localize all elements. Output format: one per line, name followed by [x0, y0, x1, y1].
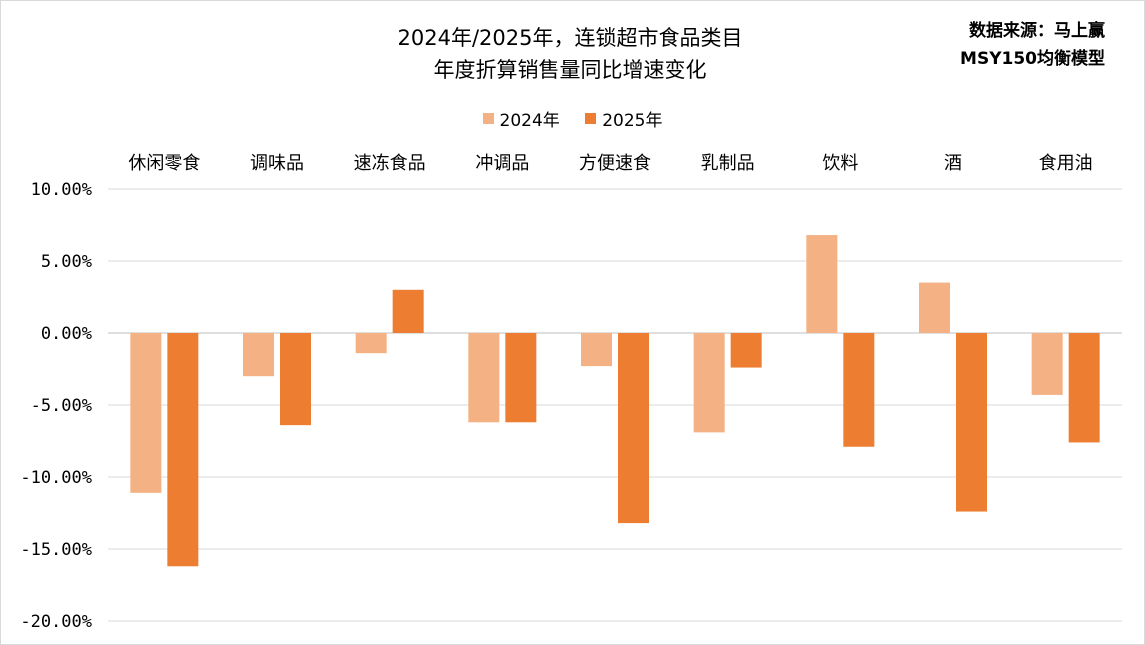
bar-2024	[806, 235, 838, 333]
bar-2025	[392, 289, 424, 333]
bar-2025	[280, 333, 311, 426]
bar-2024	[130, 333, 162, 493]
legend-label-2025: 2025年	[602, 111, 663, 131]
y-tick-label: -10.00%	[20, 468, 92, 488]
y-tick-label: -15.00%	[20, 540, 92, 560]
bar-2025	[618, 333, 649, 524]
bar-2024	[693, 333, 725, 433]
y-tick-label: 0.00%	[41, 324, 92, 344]
bar-2025	[843, 333, 875, 447]
bar-2024	[919, 282, 950, 333]
y-tick-label: 5.00%	[41, 252, 92, 272]
bar-2025	[505, 333, 537, 423]
y-tick-label: -5.00%	[31, 396, 92, 416]
legend-item-2024: 2024年	[482, 106, 560, 131]
legend-swatch-2025	[585, 113, 597, 124]
legend-item-2025: 2025年	[585, 106, 662, 131]
legend-label-2024: 2024年	[499, 111, 560, 131]
category-label: 乳制品	[701, 153, 755, 174]
source-note: 数据来源：马上赢	[969, 21, 1105, 41]
y-tick-label: -20.00%	[20, 612, 92, 632]
chart-title-line-2: 年度折算销售量同比增速变化	[433, 58, 707, 82]
legend-swatch-2024	[482, 113, 494, 124]
bar-2024	[581, 333, 612, 367]
category-label: 冲调品	[475, 153, 529, 174]
category-label: 饮料	[822, 153, 858, 174]
bar-2025	[956, 333, 987, 512]
category-label: 休闲零食	[128, 153, 200, 174]
category-label: 酒	[944, 153, 962, 174]
bar-2024	[243, 333, 274, 377]
bar-2024	[1031, 333, 1063, 395]
bar-2024	[468, 333, 500, 423]
model-note: MSY150均衡模型	[960, 49, 1105, 69]
category-label: 速冻食品	[354, 153, 426, 174]
bar-2025	[730, 333, 762, 368]
bar-2025	[1068, 333, 1100, 443]
bar-2025	[167, 333, 199, 567]
bar-2024	[355, 333, 387, 354]
category-label: 食用油	[1039, 153, 1093, 174]
category-label: 调味品	[250, 153, 304, 174]
category-label: 方便速食	[579, 153, 651, 174]
legend: 2024年 2025年	[0, 106, 1145, 131]
chart-title-line-1: 2024年/2025年，连锁超市食品类目	[397, 26, 743, 50]
y-tick-label: 10.00%	[31, 180, 92, 200]
